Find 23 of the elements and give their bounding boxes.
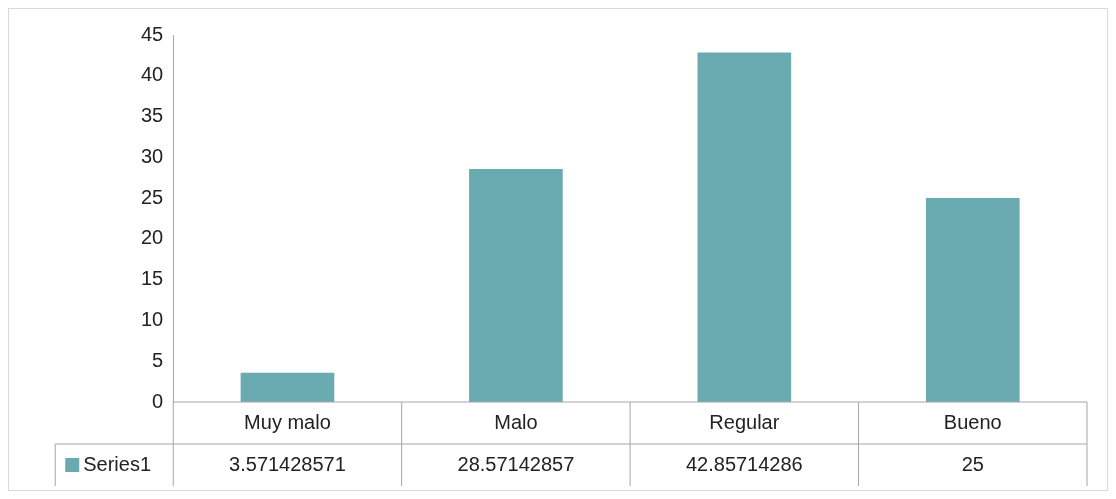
bar xyxy=(240,372,335,402)
legend-label: Series1 xyxy=(83,452,152,475)
data-label: 28.57142857 xyxy=(457,452,575,475)
x-tick-label: Bueno xyxy=(943,410,1002,433)
y-tick-label: 40 xyxy=(141,63,164,86)
y-tick-label: 15 xyxy=(141,267,164,290)
x-tick-label: Regular xyxy=(709,410,780,433)
y-tick-label: 20 xyxy=(141,226,164,249)
y-tick-label: 35 xyxy=(141,104,164,127)
bar xyxy=(469,168,563,402)
bar xyxy=(697,52,792,402)
y-tick-label: 25 xyxy=(141,185,164,208)
x-tick-label: Malo xyxy=(494,410,538,433)
data-label: 3.571428571 xyxy=(229,452,346,475)
y-tick-label: 10 xyxy=(141,307,164,330)
bar xyxy=(925,198,1020,402)
y-tick-label: 0 xyxy=(152,389,164,412)
y-tick-label: 30 xyxy=(141,144,164,167)
y-tick-label: 5 xyxy=(152,348,164,371)
data-label: 25 xyxy=(961,452,984,475)
x-tick-label: Muy malo xyxy=(244,410,331,433)
data-label: 42.85714286 xyxy=(685,452,803,475)
y-tick-label: 45 xyxy=(141,22,164,45)
